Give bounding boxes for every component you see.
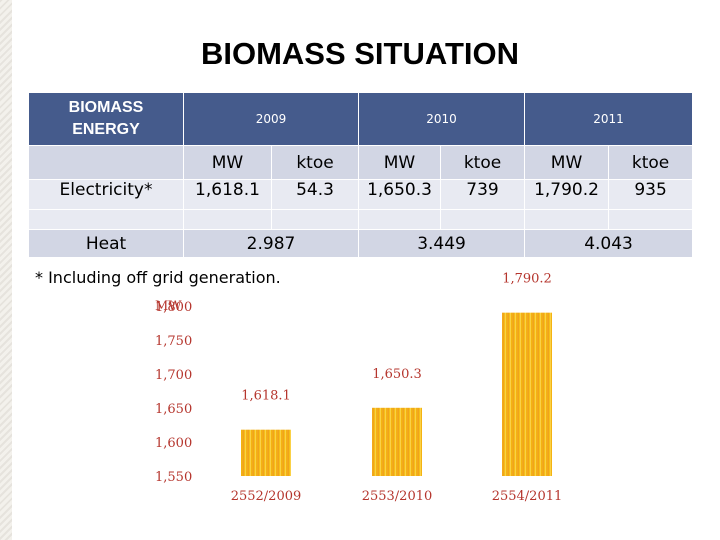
- electricity-value: 1,618.1: [183, 179, 272, 210]
- heat-row-label: Heat: [28, 229, 184, 258]
- heat-value-2010: 3.449: [358, 229, 526, 258]
- unit-cell: MW: [524, 145, 610, 180]
- bar-data-label: 1,618.1: [241, 389, 291, 404]
- y-tick-label: 1,600: [155, 436, 192, 451]
- heat-value-2011: 4.043: [524, 229, 694, 258]
- page-title: BIOMASS SITUATION: [200, 36, 520, 71]
- decorative-edge-stripe: [0, 0, 12, 540]
- biomass-energy-table: BIOMASS ENERGY 2009 2010 2011 MW ktoe MW…: [28, 92, 694, 258]
- x-category-label: 2553/2010: [362, 489, 433, 504]
- year-header-2010: 2010: [358, 92, 526, 146]
- bar-2552/2009: [241, 429, 291, 476]
- y-tick-label: 1,800: [155, 300, 192, 315]
- electricity-value: 1,650.3: [358, 179, 442, 210]
- y-tick-label: 1,650: [155, 402, 192, 417]
- electricity-row-label: Electricity*: [28, 179, 184, 210]
- heat-value-2009: 2.987: [182, 229, 360, 258]
- x-category-label: 2554/2011: [492, 489, 563, 504]
- corner-line-1: BIOMASS: [68, 99, 144, 116]
- units-row-label: [28, 145, 184, 180]
- y-tick-label: 1,750: [155, 334, 192, 349]
- year-header-2011: 2011: [524, 92, 694, 146]
- footnote: * Including off grid generation.: [35, 268, 281, 287]
- spacer-cell: [270, 209, 360, 230]
- y-axis-unit-label: MW: [155, 299, 182, 314]
- spacer-cell: [440, 209, 526, 230]
- bar-2554/2011: [502, 312, 552, 476]
- corner-line-2: ENERGY: [72, 121, 140, 138]
- electricity-value: 54.3: [270, 179, 360, 210]
- table-corner-header: BIOMASS ENERGY: [28, 92, 184, 146]
- unit-cell: MW: [358, 145, 442, 180]
- unit-cell: ktoe: [440, 145, 526, 180]
- spacer-cell: [608, 209, 694, 230]
- unit-cell: ktoe: [270, 145, 360, 180]
- year-header-2009: 2009: [182, 92, 360, 146]
- x-category-label: 2552/2009: [231, 489, 302, 504]
- unit-cell: ktoe: [608, 145, 694, 180]
- bar-data-label: 1,650.3: [372, 367, 422, 382]
- bar-2553/2010: [372, 407, 422, 476]
- y-tick-label: 1,700: [155, 368, 192, 383]
- bar-data-label: 1,790.2: [502, 272, 552, 287]
- unit-cell: MW: [183, 145, 272, 180]
- y-tick-label: 1,550: [155, 470, 192, 485]
